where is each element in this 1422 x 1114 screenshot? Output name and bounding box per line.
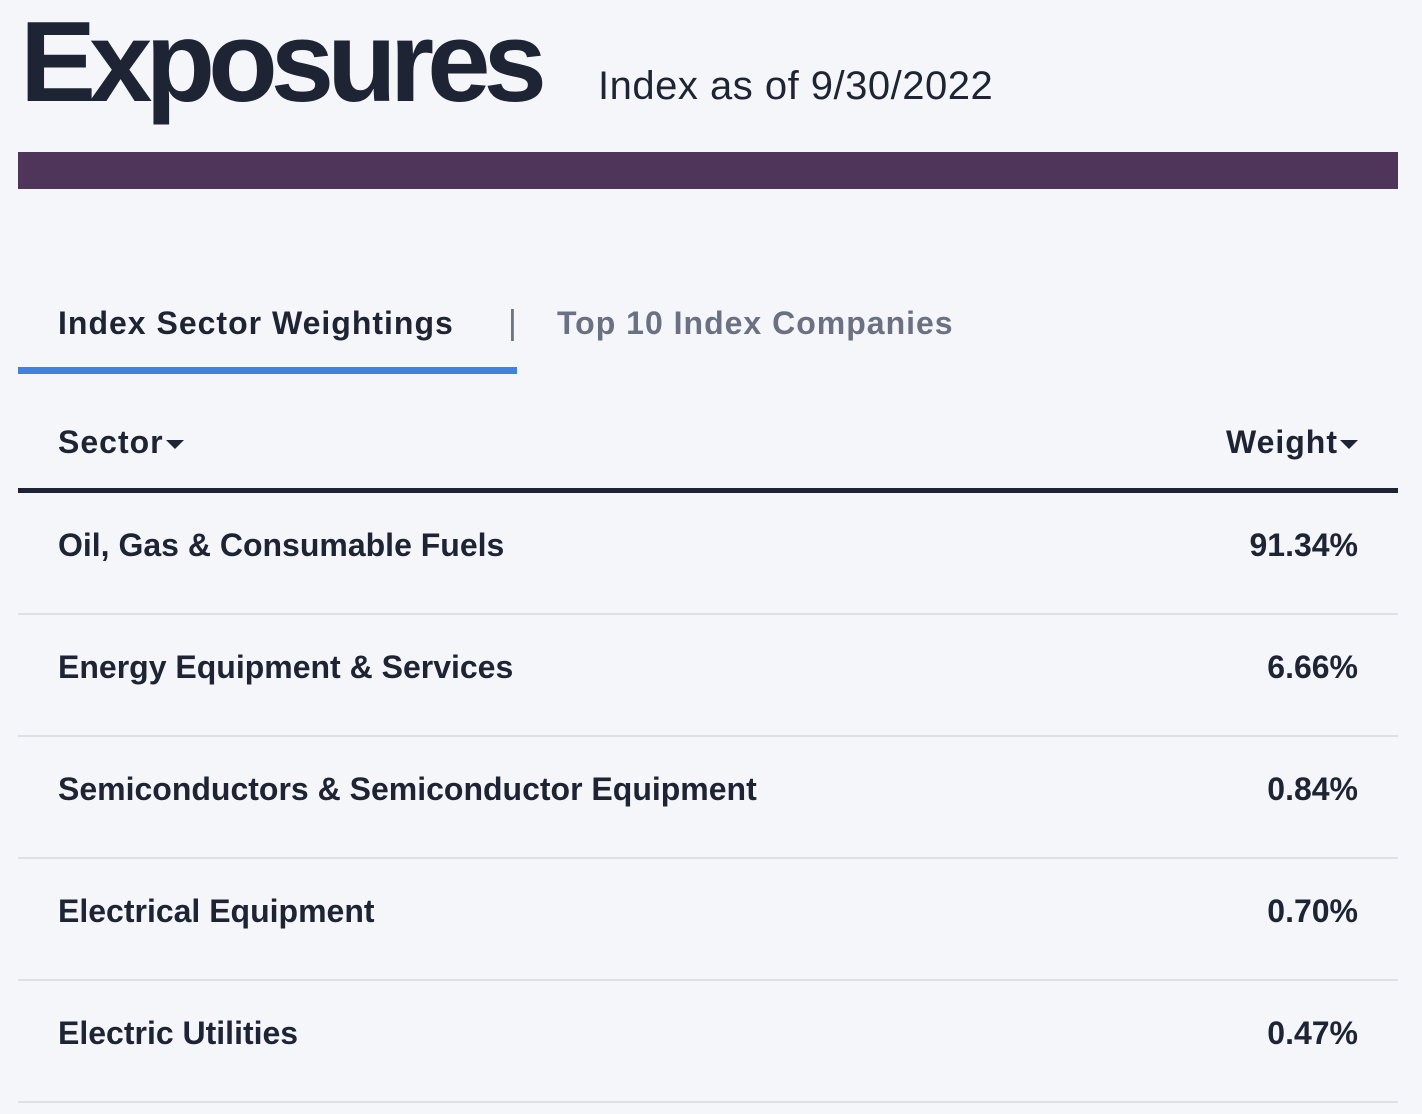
weight-cell: 0.70%	[1267, 893, 1358, 929]
sector-cell: Electric Utilities	[58, 1015, 299, 1051]
table-row: Semiconductors & Semiconductor Equipment…	[18, 737, 1398, 859]
weight-cell: 0.84%	[1267, 771, 1358, 807]
tab-bar: Index Sector Weightings | Top 10 Index C…	[18, 290, 1398, 374]
table-row: Electrical Equipment 0.70%	[18, 859, 1398, 981]
sector-cell: Energy Equipment & Services	[58, 649, 514, 685]
accent-bar	[18, 152, 1398, 189]
weight-header-label: Weight	[1225, 424, 1338, 460]
tab-index-sector-weightings[interactable]: Index Sector Weightings	[18, 290, 517, 374]
sector-column-header[interactable]: Sector	[58, 424, 184, 461]
table-header: Sector Weight	[18, 396, 1398, 493]
table-row: Electric Utilities 0.47%	[18, 981, 1398, 1103]
sector-weightings-table: Sector Weight Oil, Gas & Consumable Fuel…	[18, 396, 1398, 1103]
weight-column-header[interactable]: Weight	[1226, 424, 1358, 461]
caret-down-icon	[165, 440, 184, 449]
weight-cell: 0.47%	[1267, 1015, 1358, 1051]
sector-cell: Oil, Gas & Consumable Fuels	[58, 527, 505, 563]
weight-cell: 6.66%	[1267, 649, 1358, 685]
table-row: Energy Equipment & Services 6.66%	[18, 615, 1398, 737]
page-title: Exposures	[20, 0, 547, 126]
tab-label: Top 10 Index Companies	[557, 305, 954, 341]
tab-separator: |	[508, 304, 517, 342]
sector-header-label: Sector	[58, 424, 164, 460]
as-of-date: Index as of 9/30/2022	[598, 64, 994, 108]
header: Exposures Index as of 9/30/2022	[18, 0, 1398, 152]
tab-top-10-index-companies[interactable]: Top 10 Index Companies	[557, 290, 954, 374]
caret-down-icon	[1340, 440, 1358, 449]
table-row: Oil, Gas & Consumable Fuels 91.34%	[18, 493, 1398, 615]
sector-cell: Semiconductors & Semiconductor Equipment	[58, 771, 757, 807]
tab-label: Index Sector Weightings	[58, 305, 454, 341]
sector-cell: Electrical Equipment	[58, 893, 375, 929]
weight-cell: 91.34%	[1249, 527, 1358, 563]
